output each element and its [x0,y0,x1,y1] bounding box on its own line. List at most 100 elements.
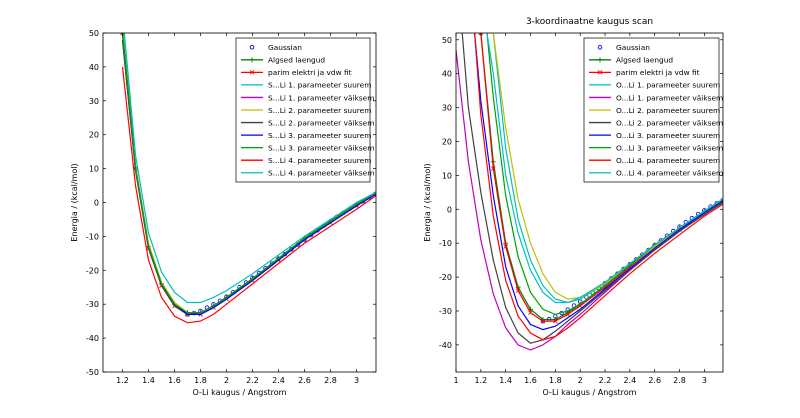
chart-left: 1.2 1.4 1.6 1.8 2 2.2 2.4 2.6 2.8 3 -50 -40 -30 -20 -1… [70,29,377,397]
x-tick-label: 2.4 [272,376,285,385]
y-tick-label: 50 [442,36,452,45]
series-7 [474,33,723,331]
data-point [503,244,508,249]
legend-marker [249,70,255,75]
x-axis-label: O-Li kaugus / Angstrom [193,388,287,397]
series-line [486,33,723,304]
series-line [474,33,723,341]
legend-entry: O...Li 1. parameeter väiksem [589,93,723,102]
y-tick-label: 10 [89,165,99,174]
legend-entry: S...Li 3. parameeter suurem [241,131,371,140]
legend-label: O...Li 2. parameeter väiksem [616,118,723,127]
legend: Gaussian Algsed laengud parim elektri ja v… [583,37,723,183]
legend-label: O...Li 2. parameeter suurem [616,106,720,115]
legend-entry: O...Li 2. parameeter suurem [589,106,720,115]
series-line [461,33,723,344]
data-point [478,33,484,36]
legend-marker [249,57,255,63]
series-10 [486,33,723,304]
legend-entry: parim elektri ja vdw fit [241,68,352,77]
legend-entry: O...Li 3. parameeter suurem [589,131,720,140]
x-tick-label: 2.2 [246,376,259,385]
plot-area [120,33,376,324]
x-tick-label: 1.6 [524,376,537,385]
legend-label: O...Li 4. parameeter suurem [616,156,720,165]
x-tick-label: 1 [453,376,458,385]
data-point [540,318,546,324]
legend-label: parim elektri ja vdw fit [268,68,352,77]
legend-entry: O...Li 3. parameeter väiksem [589,143,723,152]
x-tick-label: 1.8 [194,376,207,385]
series-9 [474,33,723,341]
series-line [474,33,723,331]
y-tick-label: 10 [442,171,452,180]
data-point [565,312,571,317]
legend-label: Algsed laengud [616,56,673,65]
chart-title: 3-koordinaatne kaugus scan [526,17,653,27]
legend-entry: Gaussian [249,43,302,52]
y-tick-label: -20 [86,266,99,275]
legend-entry: S...Li 2. parameeter suurem [241,106,371,115]
x-tick-label: 1.4 [499,376,512,385]
legend-label: S...Li 1. parameeter suurem [268,81,371,90]
series-line [121,33,376,314]
chart-right: 3-koordinaatne kaugus scan 1 1.2 1.4 1.6 1.8 2… [423,17,724,397]
x-axis-label: O-Li kaugus / Angstrom [543,388,637,397]
x-tick-label: 3 [354,376,359,385]
legend-label: Gaussian [268,43,302,52]
x-tick-label: 2.6 [648,376,661,385]
y-tick-label: -40 [439,341,452,350]
series-line [123,33,376,304]
x-tick-label: 2.2 [599,376,612,385]
legend-entry: Gaussian [597,43,650,52]
y-tick-label: -10 [439,239,452,248]
x-tick-label: 2.8 [324,376,337,385]
y-tick-label: 40 [89,63,99,72]
x-tick-label: 1.6 [168,376,181,385]
legend-entry: O...Li 4. parameeter väiksem [589,169,723,178]
legend-entry: Algsed laengud [589,56,673,65]
x-tick-label: 2 [578,376,583,385]
legend-marker [249,45,255,50]
y-tick-label: 50 [89,29,99,38]
legend-marker [597,57,603,63]
legend-entry: O...Li 4. parameeter suurem [589,156,720,165]
legend-label: S...Li 4. parameeter suurem [268,156,371,165]
legend-label: Algsed laengud [268,56,325,65]
legend-entry: S...Li 4. parameeter suurem [241,156,371,165]
y-tick-label: 30 [89,97,99,106]
legend-entry: S...Li 1. parameeter suurem [241,81,371,90]
y-tick-label: 30 [442,104,452,113]
plot-area [456,33,723,351]
legend-label: parim elektri ja vdw fit [616,68,700,77]
data-point [515,288,521,293]
data-point [553,318,558,324]
axes-frame [455,32,724,373]
legend-marker [597,45,603,50]
legend-entry: S...Li 4. parameeter väiksem [241,169,374,178]
x-tick-label: 1.4 [142,376,155,385]
y-tick-label: 20 [89,131,99,140]
x-tick-label: 1.8 [549,376,562,385]
legend-label: S...Li 4. parameeter väiksem [268,169,374,178]
y-tick-label: -30 [86,300,99,309]
series-9 [121,66,376,324]
x-tick-label: 1.2 [116,376,129,385]
legend-label: O...Li 1. parameeter suurem [616,81,720,90]
x-tick-label: 2.4 [623,376,636,385]
x-tick-label: 1.2 [474,376,487,385]
data-point [528,310,533,315]
legend-label: O...Li 3. parameeter väiksem [616,143,723,152]
y-axis-label: Energia / (kcal/mol) [70,163,79,241]
legend: Gaussian Algsed laengud parim elektri ja v… [235,37,374,183]
legend-entry: parim elektri ja vdw fit [589,68,700,77]
legend-entry: Algsed laengud [241,56,325,65]
series-6 [461,33,723,344]
legend-marker [597,70,603,75]
legend-label: O...Li 4. parameeter väiksem [616,169,723,178]
legend-label: S...Li 3. parameeter suurem [268,131,371,140]
y-tick-label: -30 [439,307,452,316]
y-tick-label: -20 [439,273,452,282]
x-tick-label: 3 [702,376,707,385]
